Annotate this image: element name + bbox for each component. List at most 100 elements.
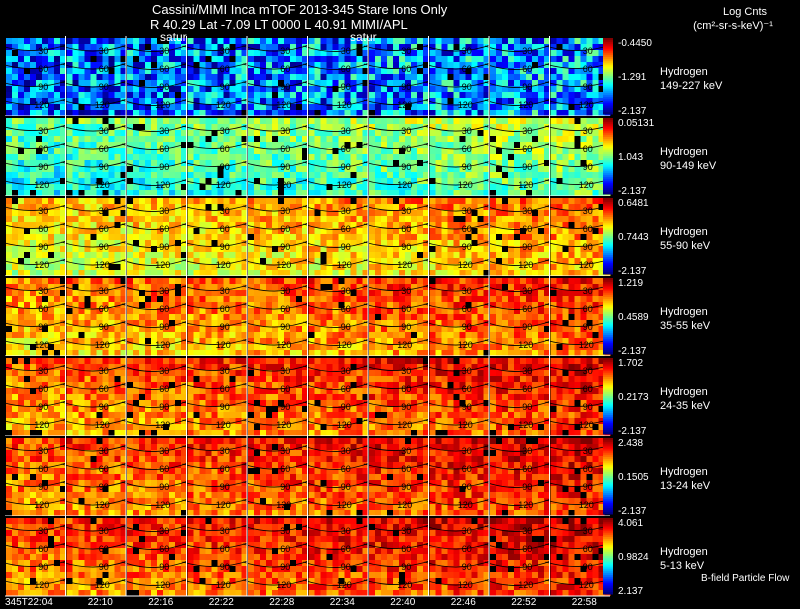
contour-label: 30 bbox=[280, 286, 290, 296]
pitch-angle-contour bbox=[182, 381, 252, 389]
pitch-angle-contour bbox=[0, 123, 70, 131]
colorbar-min-label: -2.137 bbox=[618, 106, 647, 117]
colorbar-min-label: -2.137 bbox=[618, 186, 647, 197]
contour-label: 90 bbox=[401, 242, 411, 252]
contour-label: 60 bbox=[280, 224, 290, 234]
pitch-angle-contour bbox=[0, 141, 70, 149]
pitch-angle-contour bbox=[363, 577, 433, 585]
pitch-angle-contour bbox=[182, 417, 252, 425]
contour-label: 120 bbox=[518, 580, 533, 590]
contour-label: 90 bbox=[522, 162, 532, 172]
sky-map-panel: 30 60 90 120 bbox=[303, 116, 373, 196]
contour-label: 30 bbox=[522, 526, 532, 536]
contour-label: 90 bbox=[280, 402, 290, 412]
contour-label: 30 bbox=[341, 46, 351, 56]
contour-label: 30 bbox=[99, 286, 109, 296]
species-label: Hydrogen bbox=[660, 386, 708, 398]
contour-label: 30 bbox=[99, 446, 109, 456]
pitch-angle-contour bbox=[182, 159, 252, 167]
contour-label: 120 bbox=[579, 260, 594, 270]
contour-label: 120 bbox=[397, 340, 412, 350]
contour-label: 60 bbox=[401, 304, 411, 314]
contour-label: 90 bbox=[220, 242, 230, 252]
pitch-angle-contour bbox=[0, 257, 70, 265]
contour-label: 30 bbox=[522, 206, 532, 216]
pitch-angle-contour bbox=[363, 479, 433, 487]
contour-label: 30 bbox=[280, 366, 290, 376]
contour-label: 120 bbox=[34, 580, 49, 590]
contour-label: 90 bbox=[522, 402, 532, 412]
sky-map-panel: 30 60 90 120 bbox=[182, 356, 252, 436]
colorbar bbox=[603, 358, 613, 435]
colorbar bbox=[603, 38, 613, 115]
contour-label: 60 bbox=[341, 304, 351, 314]
contour-label: 90 bbox=[341, 242, 351, 252]
contour-label: 90 bbox=[159, 242, 169, 252]
pitch-angle-contour bbox=[363, 43, 433, 51]
pitch-angle-contour bbox=[363, 337, 433, 345]
sky-map-panel: 30 60 90 120 bbox=[182, 276, 252, 356]
contour-label: 30 bbox=[522, 446, 532, 456]
contour-label: 120 bbox=[397, 180, 412, 190]
contour-label: 120 bbox=[518, 420, 533, 430]
pitch-angle-contour bbox=[182, 61, 252, 69]
contour-label: 90 bbox=[583, 482, 593, 492]
pitch-angle-contour bbox=[0, 319, 70, 327]
contour-label: 120 bbox=[95, 340, 110, 350]
pitch-angle-contour bbox=[363, 497, 433, 505]
sky-map-panel: 30 60 90 120 bbox=[242, 436, 312, 516]
contour-label: 120 bbox=[34, 420, 49, 430]
contour-label: 90 bbox=[38, 322, 48, 332]
contour-label: 60 bbox=[220, 64, 230, 74]
contour-label: 60 bbox=[341, 144, 351, 154]
sky-map-panel: 30 60 90 120 bbox=[484, 276, 554, 356]
contour-label: 90 bbox=[583, 322, 593, 332]
contour-label: 60 bbox=[99, 64, 109, 74]
contour-label: 30 bbox=[462, 126, 472, 136]
contour-label: 120 bbox=[216, 180, 231, 190]
contour-label: 60 bbox=[220, 304, 230, 314]
contour-label: 60 bbox=[401, 384, 411, 394]
contour-label: 90 bbox=[99, 402, 109, 412]
contour-label: 120 bbox=[155, 100, 170, 110]
colorbar-min-label: -2.137 bbox=[618, 346, 647, 357]
contour-label: 90 bbox=[220, 402, 230, 412]
sky-map-panel: 30 60 90 120 bbox=[242, 196, 312, 276]
contour-label: 30 bbox=[583, 46, 593, 56]
sky-map-panel: 30 60 90 120 bbox=[303, 36, 373, 116]
contour-label: 90 bbox=[341, 322, 351, 332]
sky-map-panel: 30 60 90 120 bbox=[121, 36, 191, 116]
species-label: Hydrogen bbox=[660, 66, 708, 78]
contour-label: 120 bbox=[216, 340, 231, 350]
contour-label: 90 bbox=[280, 322, 290, 332]
contour-label: 90 bbox=[341, 482, 351, 492]
pitch-angle-contour bbox=[363, 203, 433, 211]
contour-label: 90 bbox=[462, 242, 472, 252]
sky-map-panel: 30 60 90 120 bbox=[363, 276, 433, 356]
sky-map-panel: 30 60 90 120 bbox=[424, 516, 494, 596]
contour-label: 60 bbox=[522, 144, 532, 154]
energy-row-6: 30 60 90 120 30 60 90 120 30 60 90 120 30 60 90 120 30 60… bbox=[0, 516, 615, 596]
sky-map-panel: 30 60 90 120 bbox=[0, 516, 70, 596]
contour-label: 30 bbox=[220, 526, 230, 536]
pitch-angle-contour bbox=[363, 319, 433, 327]
sky-map-panel: 30 60 90 120 bbox=[61, 276, 131, 356]
colorbar-max-label: 4.061 bbox=[618, 518, 644, 529]
contour-label: 30 bbox=[341, 286, 351, 296]
pitch-angle-contour bbox=[0, 363, 70, 371]
contour-label: 90 bbox=[522, 82, 532, 92]
contour-label: 30 bbox=[522, 46, 532, 56]
contour-label: 120 bbox=[155, 180, 170, 190]
contour-label: 90 bbox=[220, 482, 230, 492]
pitch-angle-contour bbox=[0, 221, 70, 229]
contour-label: 30 bbox=[99, 46, 109, 56]
colorbar bbox=[603, 518, 613, 595]
contour-label: 60 bbox=[159, 144, 169, 154]
pitch-angle-contour bbox=[182, 239, 252, 247]
contour-label: 120 bbox=[518, 100, 533, 110]
pitch-angle-contour bbox=[182, 221, 252, 229]
contour-label: 60 bbox=[220, 544, 230, 554]
contour-label: 30 bbox=[159, 126, 169, 136]
contour-label: 90 bbox=[462, 562, 472, 572]
contour-label: 60 bbox=[99, 224, 109, 234]
